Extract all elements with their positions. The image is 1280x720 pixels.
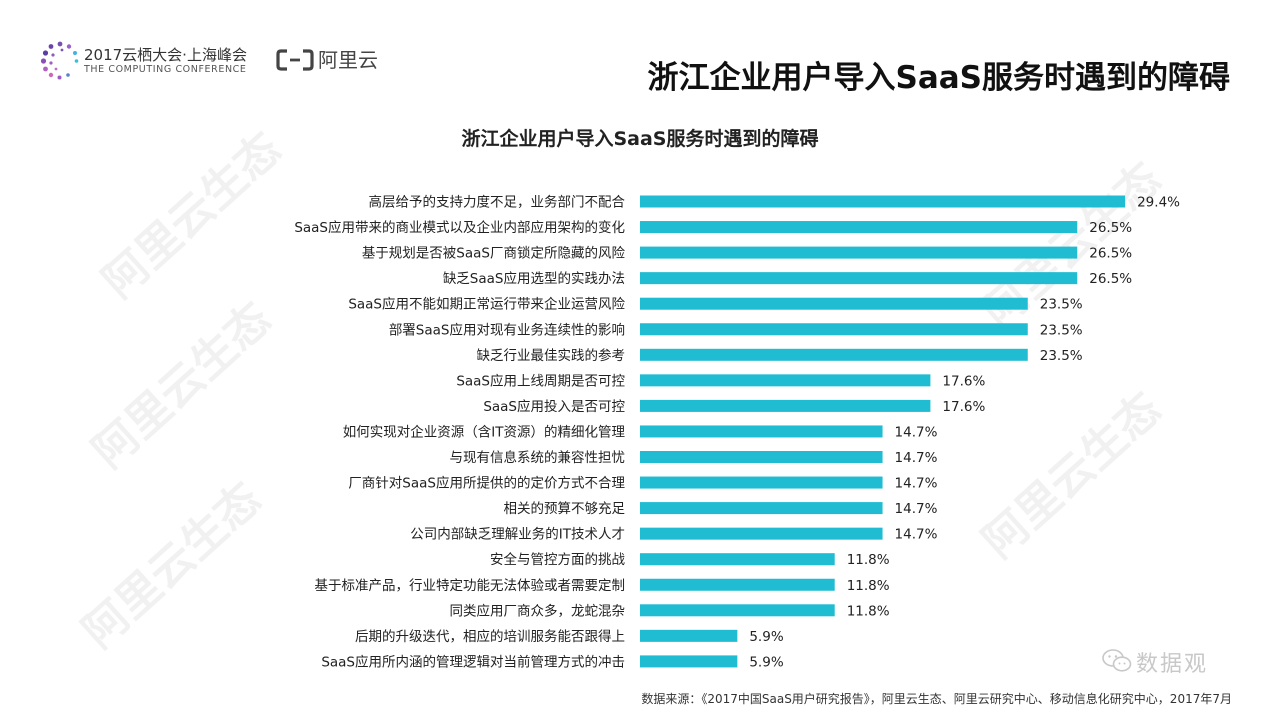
category-label: 同类应用厂商众多，龙蛇混杂 (450, 602, 626, 619)
value-label: 23.5% (1040, 322, 1083, 338)
value-label: 14.7% (895, 527, 938, 543)
category-label: 厂商针对SaaS应用所提供的的定价方式不合理 (348, 475, 625, 492)
category-label: 安全与管控方面的挑战 (490, 551, 625, 568)
wechat-icon (1102, 649, 1132, 672)
bar (640, 629, 738, 642)
bar (640, 604, 835, 617)
category-label: 基于标准产品，行业特定功能无法体验或者需要定制 (315, 577, 626, 594)
bar (640, 578, 835, 591)
value-label: 14.7% (895, 476, 938, 492)
value-label: 26.5% (1089, 220, 1132, 236)
value-label: 14.7% (895, 450, 938, 466)
bar (640, 502, 883, 515)
category-label: 如何实现对企业资源（含IT资源）的精细化管理 (343, 423, 626, 440)
stamp-text: 数据观 (1136, 652, 1209, 677)
category-label: 公司内部缺乏理解业务的IT技术人才 (410, 527, 625, 543)
value-label: 5.9% (749, 629, 783, 645)
bar (640, 399, 931, 412)
value-label: 23.5% (1040, 297, 1083, 313)
value-label: 14.7% (895, 501, 938, 517)
category-label: 与现有信息系统的兼容性担忧 (450, 449, 626, 466)
bar (640, 451, 883, 463)
dotted-ring-logo-icon (40, 41, 79, 80)
category-label: 基于规划是否被SaaS厂商锁定所隐藏的风险 (362, 245, 626, 262)
bar (640, 476, 883, 489)
source-note: 数据来源：《2017中国SaaS用户研究报告》，阿里云生态、阿里云研究中心、移动… (641, 692, 1232, 706)
bar (640, 246, 1078, 259)
category-label: SaaS应用不能如期正常运行带来企业运营风险 (348, 296, 625, 313)
value-label: 17.6% (942, 373, 985, 389)
category-label: 相关的预算不够充足 (504, 501, 626, 517)
bar (640, 527, 883, 540)
slide-header: 2017云栖大会·上海峰会 THE COMPUTING CONFERENCE 阿… (0, 0, 1280, 110)
category-label: 高层给予的支持力度不足，业务部门不配合 (369, 194, 626, 211)
value-label: 11.8% (847, 578, 890, 594)
bar (640, 221, 1078, 234)
aliyun-bracket-logo-icon (276, 49, 314, 71)
category-label: 缺乏行业最佳实践的参考 (477, 347, 626, 364)
bar (640, 553, 835, 566)
bar (640, 374, 931, 387)
bar (640, 272, 1078, 285)
value-label: 5.9% (749, 654, 783, 670)
value-label: 26.5% (1089, 271, 1132, 287)
value-label: 17.6% (942, 399, 985, 415)
category-label: SaaS应用带来的商业模式以及企业内部应用架构的变化 (294, 219, 625, 236)
category-label: SaaS应用投入是否可控 (483, 398, 625, 415)
brand-name: 阿里云 (318, 48, 378, 72)
bar (640, 297, 1028, 310)
value-label: 11.8% (847, 552, 890, 568)
value-label: 29.4% (1137, 195, 1180, 211)
bar (640, 655, 738, 668)
bar (640, 323, 1028, 336)
bar (640, 425, 883, 438)
page-title: 浙江企业用户导入SaaS服务时遇到的障碍 (647, 60, 1231, 96)
category-label: 部署SaaS应用对现有业务连续性的影响 (389, 321, 625, 338)
category-label: 后期的升级迭代，相应的培训服务能否跟得上 (355, 628, 625, 645)
category-label: SaaS应用所内涵的管理逻辑对当前管理方式的冲击 (321, 653, 625, 670)
value-label: 26.5% (1089, 246, 1132, 262)
value-label: 11.8% (847, 603, 890, 619)
bar (640, 348, 1028, 361)
category-label: SaaS应用上线周期是否可控 (456, 372, 625, 389)
bar (640, 195, 1126, 208)
conference-subtitle: THE COMPUTING CONFERENCE (84, 64, 247, 75)
conference-title: 2017云栖大会·上海峰会 (84, 46, 247, 64)
value-label: 14.7% (895, 424, 938, 440)
category-label: 缺乏SaaS应用选型的实践办法 (443, 270, 625, 287)
bar-chart: 高层给予的支持力度不足，业务部门不配合 29.4% SaaS应用带来的商业模式以及企… (294, 194, 1180, 671)
chart-title: 浙江企业用户导入SaaS服务时遇到的障碍 (461, 128, 819, 150)
value-label: 23.5% (1040, 348, 1083, 364)
